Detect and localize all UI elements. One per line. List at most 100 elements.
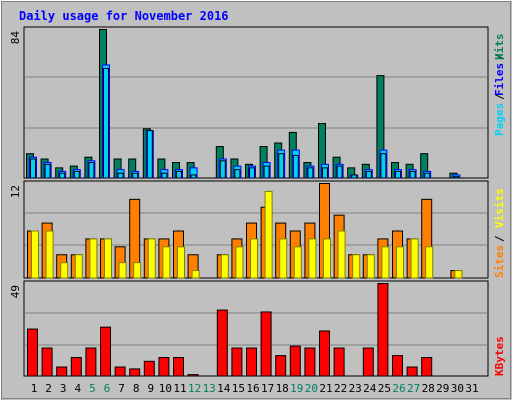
bar-kbytes-day-27	[406, 366, 418, 377]
bar-pages-day-24	[365, 170, 372, 179]
bar-pages-day-3	[59, 172, 66, 179]
x-label-day-6: 6	[104, 382, 111, 395]
bar-kbytes-day-7	[114, 366, 126, 377]
x-label-day-10: 10	[159, 382, 172, 395]
scale-max-label: 49	[9, 285, 22, 298]
bar-pages-day-15	[234, 169, 241, 179]
bar-pages-day-9	[146, 130, 153, 179]
bar-kbytes-day-3	[56, 366, 68, 377]
bar-visits-day-20	[308, 238, 317, 279]
x-label-day-1: 1	[31, 382, 38, 395]
x-label-day-9: 9	[147, 382, 154, 395]
bar-pages-day-12	[190, 174, 197, 179]
legend-separator: /	[493, 53, 506, 60]
x-label-day-28: 28	[422, 382, 435, 395]
bar-pages-day-4	[73, 170, 80, 179]
bar-kbytes-day-8	[129, 368, 141, 377]
bar-visits-day-19	[293, 246, 302, 279]
x-label-day-4: 4	[74, 382, 81, 395]
bar-pages-day-5	[88, 162, 95, 179]
bar-visits-day-3	[60, 262, 69, 279]
bar-pages-day-20	[307, 167, 314, 179]
x-label-day-13: 13	[203, 382, 216, 395]
plot-area	[23, 26, 489, 179]
panel-kbytes: 49 KBytes	[9, 280, 506, 377]
legend-visits: Visits	[493, 188, 506, 228]
bar-kbytes-day-22	[333, 347, 345, 377]
bar-visits-day-25	[381, 246, 390, 279]
bar-kbytes-day-1	[27, 328, 38, 377]
bar-visits-day-18	[279, 238, 288, 279]
bar-pages-day-27	[409, 170, 416, 179]
bar-kbytes-day-24	[362, 347, 374, 377]
x-label-day-20: 20	[305, 382, 318, 395]
bar-kbytes-day-21	[319, 330, 330, 377]
x-label-day-11: 11	[173, 382, 186, 395]
bar-visits-day-27	[410, 238, 419, 279]
bar-visits-day-22	[337, 230, 346, 279]
legend-separator: /	[493, 235, 506, 242]
x-label-day-24: 24	[363, 382, 377, 395]
bar-visits-day-10	[162, 246, 171, 279]
x-label-day-21: 21	[319, 382, 332, 395]
bar-visits-day-6	[104, 238, 112, 279]
bar-kbytes-day-16	[246, 347, 257, 377]
x-label-day-23: 23	[349, 382, 362, 395]
x-label-day-3: 3	[60, 382, 67, 395]
x-label-day-16: 16	[246, 382, 259, 395]
x-label-day-29: 29	[436, 382, 449, 395]
x-label-day-19: 19	[290, 382, 303, 395]
bar-pages-day-11	[176, 170, 182, 179]
legend-files: Files	[493, 63, 506, 96]
bar-pages-day-22	[336, 165, 343, 179]
x-label-day-31: 31	[465, 382, 478, 395]
bar-visits-day-8	[133, 262, 142, 279]
bar-kbytes-day-26	[392, 355, 403, 377]
bar-pages-day-18	[278, 153, 285, 179]
x-label-day-25: 25	[378, 382, 391, 395]
bar-pages-day-30	[453, 176, 460, 179]
bar-kbytes-day-14	[216, 309, 228, 377]
bar-kbytes-day-11	[173, 357, 184, 377]
bar-pages-day-19	[292, 154, 299, 179]
x-label-day-15: 15	[232, 382, 245, 395]
bar-kbytes-day-4	[70, 357, 82, 377]
scale-max-label: 12	[9, 185, 22, 198]
bar-pages-day-10	[161, 172, 168, 179]
bar-visits-day-24	[366, 254, 375, 279]
x-label-day-26: 26	[392, 382, 405, 395]
bar-kbytes-day-15	[231, 347, 243, 377]
legend-kbytes: KBytes	[493, 336, 506, 376]
bar-kbytes-day-28	[421, 357, 433, 377]
bar-visits-day-30	[454, 270, 463, 279]
x-label-day-14: 14	[217, 382, 231, 395]
bar-pages-day-25	[380, 153, 387, 179]
bar-kbytes-day-18	[275, 355, 287, 377]
bar-kbytes-day-19	[289, 345, 301, 377]
x-label-day-7: 7	[118, 382, 125, 395]
bar-visits-day-15	[235, 246, 244, 279]
bar-pages-day-23	[351, 174, 358, 179]
x-label-day-22: 22	[334, 382, 347, 395]
bar-kbytes-day-17	[260, 311, 272, 377]
x-axis-labels: 1 2 3 4 5 6 7 8 9 10 11 12 13 14 15 16 17 18 19 20 21 22 23 24 2…	[31, 382, 479, 395]
bar-pages-day-26	[395, 170, 401, 179]
bar-visits-day-2	[45, 230, 54, 279]
bar-visits-day-14	[220, 254, 229, 279]
bar-visits-day-4	[74, 254, 83, 279]
bar-pages-day-2	[44, 163, 51, 179]
x-label-day-12: 12	[188, 382, 201, 395]
x-label-day-17: 17	[261, 382, 274, 395]
bar-pages-day-28	[424, 172, 431, 179]
bar-visits-day-5	[89, 238, 98, 279]
x-label-day-18: 18	[276, 382, 289, 395]
bar-kbytes-day-9	[143, 360, 155, 377]
x-label-day-30: 30	[451, 382, 464, 395]
bar-visits-day-12	[191, 270, 200, 279]
x-label-day-5: 5	[89, 382, 96, 395]
bar-visits-day-17	[264, 190, 273, 279]
